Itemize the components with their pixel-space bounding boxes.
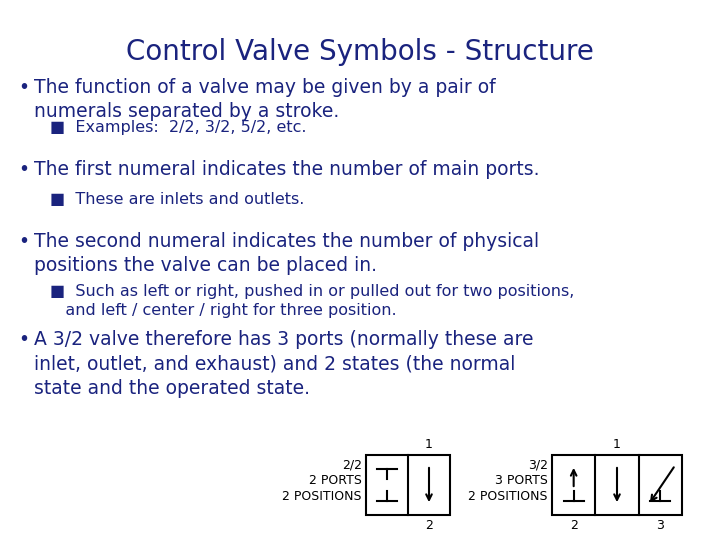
Bar — [366, 455, 450, 515]
Text: 2 POSITIONS: 2 POSITIONS — [282, 490, 362, 503]
Text: 2: 2 — [425, 519, 433, 532]
Text: 2/2: 2/2 — [342, 458, 362, 471]
Text: ■  Such as left or right, pushed in or pulled out for two positions,
   and left: ■ Such as left or right, pushed in or pu… — [50, 284, 575, 318]
Text: 2 PORTS: 2 PORTS — [309, 474, 362, 487]
Text: •: • — [18, 78, 29, 97]
Text: •: • — [18, 160, 29, 179]
Text: A 3/2 valve therefore has 3 ports (normally these are
inlet, outlet, and exhaust: A 3/2 valve therefore has 3 ports (norma… — [34, 330, 534, 397]
Text: The function of a valve may be given by a pair of
numerals separated by a stroke: The function of a valve may be given by … — [34, 78, 495, 122]
Text: •: • — [18, 330, 29, 349]
Text: 3 PORTS: 3 PORTS — [495, 474, 548, 487]
Text: The first numeral indicates the number of main ports.: The first numeral indicates the number o… — [34, 160, 539, 179]
Text: 1: 1 — [613, 438, 621, 451]
Text: ■  Examples:  2/2, 3/2, 5/2, etc.: ■ Examples: 2/2, 3/2, 5/2, etc. — [50, 120, 307, 135]
Text: 3/2: 3/2 — [528, 458, 548, 471]
Text: 2: 2 — [570, 519, 577, 532]
Text: ■  These are inlets and outlets.: ■ These are inlets and outlets. — [50, 192, 305, 207]
Text: The second numeral indicates the number of physical
positions the valve can be p: The second numeral indicates the number … — [34, 232, 539, 275]
Text: 2 POSITIONS: 2 POSITIONS — [469, 490, 548, 503]
Bar — [552, 455, 682, 515]
Text: 1: 1 — [425, 438, 433, 451]
Text: •: • — [18, 232, 29, 251]
Text: Control Valve Symbols - Structure: Control Valve Symbols - Structure — [126, 38, 594, 66]
Text: 3: 3 — [657, 519, 665, 532]
